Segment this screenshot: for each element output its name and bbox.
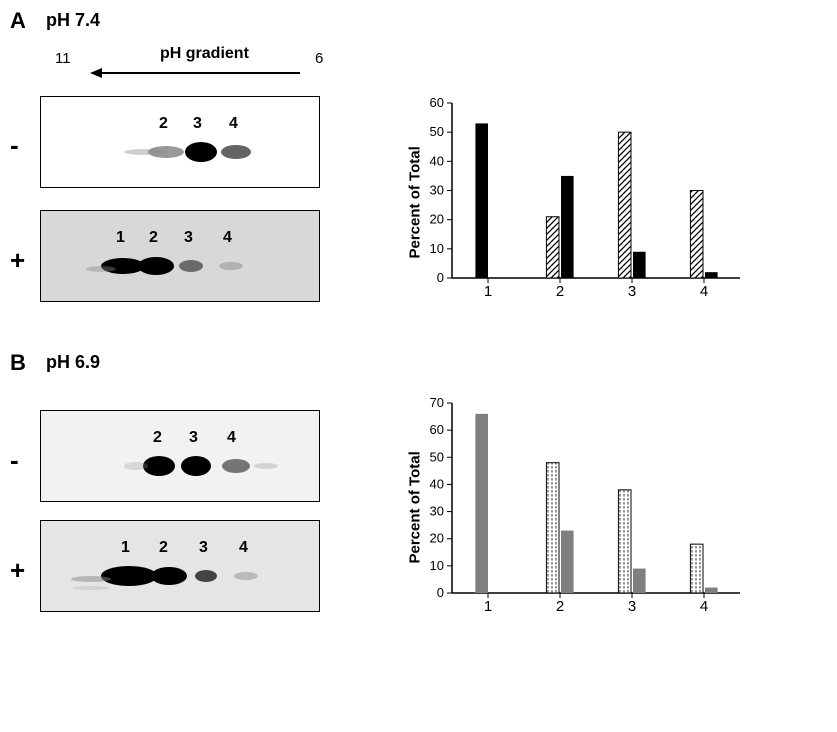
svg-text:50: 50 [430,124,444,139]
svg-text:4: 4 [700,598,708,615]
panel-a-chart: Percent of Total 0 10 20 30 40 50 60 1 2 3 4 [410,95,750,310]
gel-blot-b-minus [41,411,321,503]
panel-b-minus-label: - [10,445,19,476]
spot-label: 3 [193,115,202,133]
svg-text:70: 70 [430,395,444,410]
panel-b-subtitle: pH 6.9 [46,352,100,373]
panel-b-plus-gel: 1 2 3 4 [40,520,320,612]
spot-label: 4 [227,429,236,447]
svg-text:10: 10 [430,558,444,573]
panel-b-minus-gel: 2 3 4 [40,410,320,502]
gradient-right-val: 6 [315,50,323,67]
panel-a-plus-gel: 1 2 3 4 [40,210,320,302]
spot-label: 3 [184,229,193,247]
svg-text:0: 0 [437,585,444,600]
gel-blot-a-plus [41,211,321,303]
svg-text:20: 20 [430,212,444,227]
panel-a-minus-gel: 2 3 4 [40,96,320,188]
panel-b-label: B [10,350,26,376]
svg-text:2: 2 [556,598,564,615]
spot-label: 2 [149,229,158,247]
svg-text:1: 1 [484,283,492,300]
svg-text:40: 40 [430,476,444,491]
gradient-arrow-line [100,72,300,74]
svg-text:30: 30 [430,183,444,198]
gradient-text: pH gradient [160,45,249,63]
panel-a-label: A [10,8,26,34]
svg-text:3: 3 [628,283,636,300]
spot-label: 3 [189,429,198,447]
svg-text:60: 60 [430,422,444,437]
spot-label: 2 [153,429,162,447]
gradient-arrow-head [90,68,102,78]
svg-text:10: 10 [430,241,444,256]
svg-text:2: 2 [556,283,564,300]
gel-blot-b-plus [41,521,321,613]
gradient-left-val: 11 [55,50,71,67]
panel-b-chart: Percent of Total 0 10 20 30 40 50 60 70 1 2 3 4 [410,395,750,625]
spot-label: 4 [229,115,238,133]
spot-label: 1 [121,539,130,557]
svg-text:40: 40 [430,153,444,168]
svg-text:1: 1 [484,598,492,615]
spot-label: 2 [159,539,168,557]
panel-a-plus-label: + [10,245,25,276]
gel-blot-a-minus [41,97,321,189]
svg-text:60: 60 [430,95,444,110]
y-axis-label-b: Percent of Total [407,444,424,564]
chart-b-svg: 0 10 20 30 40 50 60 70 1 2 3 4 [410,395,750,625]
y-axis-label-a: Percent of Total [407,139,424,259]
spot-label: 4 [223,229,232,247]
svg-text:50: 50 [430,449,444,464]
spot-label: 1 [116,229,125,247]
spot-label: 2 [159,115,168,133]
svg-text:20: 20 [430,531,444,546]
spot-label: 3 [199,539,208,557]
svg-text:3: 3 [628,598,636,615]
panel-b-plus-label: + [10,555,25,586]
panel-a-subtitle: pH 7.4 [46,10,100,31]
panel-a-minus-label: - [10,130,19,161]
spot-label: 4 [239,539,248,557]
svg-text:4: 4 [700,283,708,300]
svg-text:0: 0 [437,270,444,285]
chart-a-svg: 0 10 20 30 40 50 60 1 2 3 4 [410,95,750,310]
svg-text:30: 30 [430,504,444,519]
